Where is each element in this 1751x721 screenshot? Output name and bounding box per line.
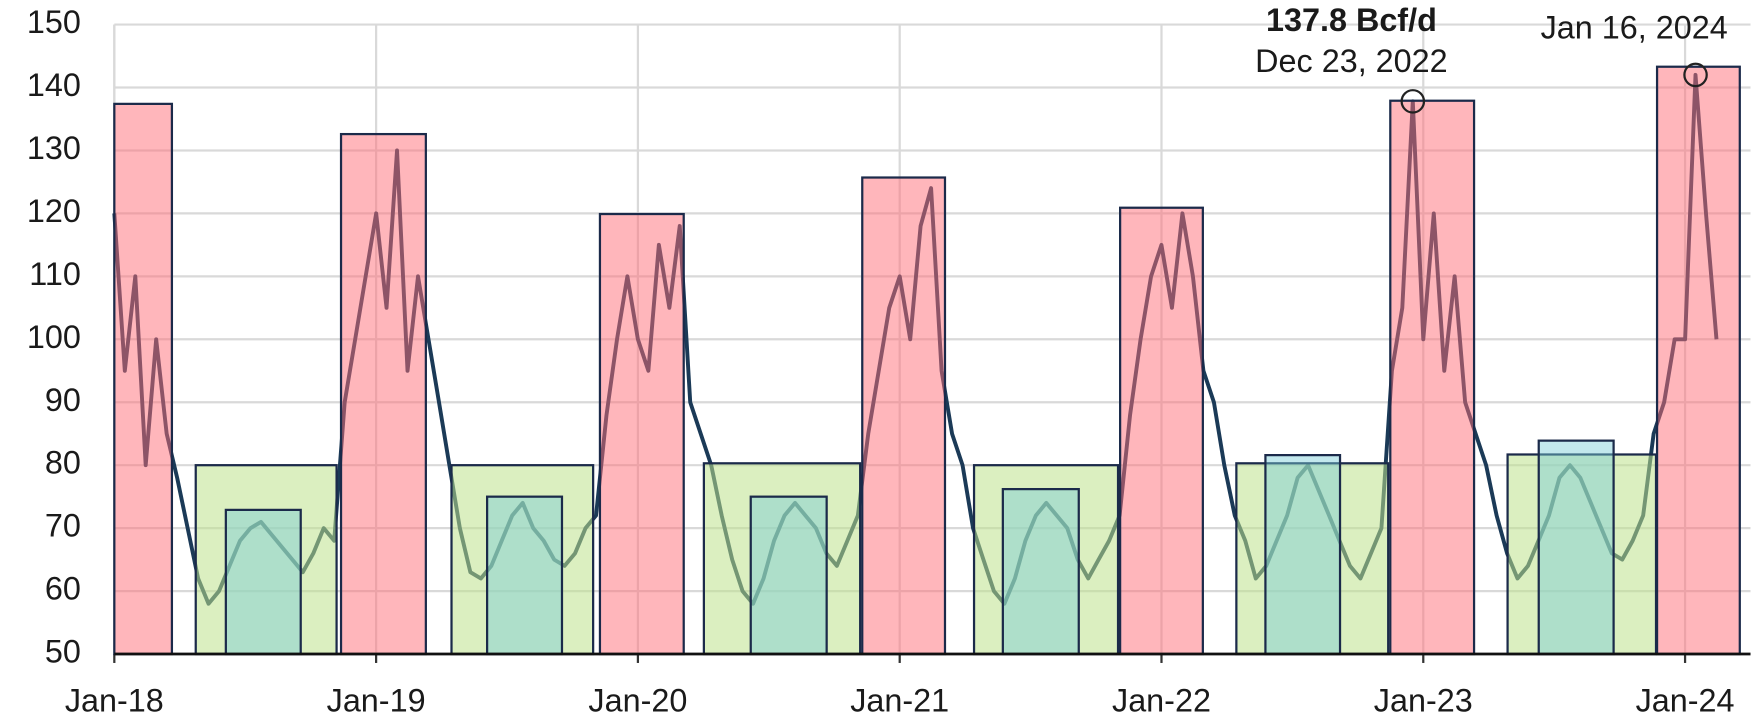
x-tick-label: Jan-21 [850, 683, 949, 719]
y-tick-label: 70 [45, 508, 81, 544]
y-tick-label: 90 [45, 382, 81, 418]
range-box [1537, 439, 1615, 656]
range-box [1235, 462, 1390, 656]
annotation-date: Jan 16, 2024 [1541, 10, 1728, 46]
x-tick-label: Jan-19 [327, 683, 426, 719]
range-box [339, 132, 427, 656]
y-tick-label: 120 [27, 193, 81, 229]
peak-marker [1683, 62, 1708, 88]
y-tick-label: 100 [27, 319, 81, 355]
annotation-date: Dec 23, 2022 [1255, 43, 1448, 79]
x-tick-label: Jan-18 [65, 683, 164, 719]
x-tick-label: Jan-24 [1636, 683, 1735, 719]
range-box [194, 464, 338, 656]
range-box [1264, 454, 1342, 656]
range-box [702, 462, 862, 656]
y-tick-label: 80 [45, 445, 81, 481]
range-box [1389, 99, 1476, 656]
x-tick-label: Jan-22 [1112, 683, 1211, 719]
range-box [1001, 487, 1080, 656]
y-tick-label: 110 [29, 256, 81, 292]
peak-marker [1400, 89, 1426, 114]
y-tick-label: 50 [45, 634, 81, 670]
range-box [224, 508, 302, 656]
y-tick-label: 150 [27, 4, 81, 40]
range-box [749, 495, 828, 656]
y-tick-label: 130 [27, 130, 81, 166]
range-box [598, 212, 685, 656]
range-box [1506, 453, 1658, 656]
range-box [113, 102, 174, 656]
y-tick-label: 140 [27, 67, 81, 103]
range-box [861, 176, 947, 656]
y-tick-label: 60 [45, 571, 81, 607]
x-tick-label: Jan-23 [1374, 683, 1473, 719]
range-box [1655, 65, 1741, 656]
x-tick-label: Jan-20 [588, 683, 687, 719]
range-box [485, 495, 564, 656]
range-box [972, 464, 1120, 656]
range-box [1119, 206, 1204, 656]
annotation-value: 137.8 Bcf/d [1266, 2, 1437, 38]
